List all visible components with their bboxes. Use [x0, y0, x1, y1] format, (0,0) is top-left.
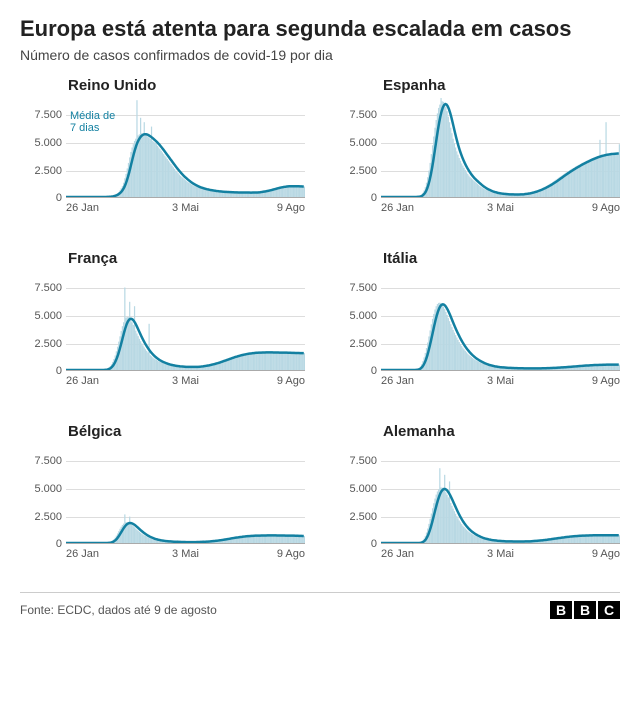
panel-reino-unido: Reino Unido 02.5005.0007.500Média de7 dia… — [20, 77, 305, 228]
subtitle: Número de casos confirmados de covid-19 … — [20, 47, 620, 63]
main-title: Europa está atenta para segunda escalada… — [20, 16, 620, 41]
panel-title: Bélgica — [20, 423, 305, 440]
panel-title: Itália — [335, 250, 620, 267]
panel-itália: Itália 02.5005.0007.50026 Jan3 Mai9 Ago — [335, 250, 620, 401]
footer: Fonte: ECDC, dados até 9 de agosto BBC — [20, 592, 620, 619]
chart-area: 02.5005.0007.50026 Jan3 Mai9 Ago — [20, 444, 305, 574]
panel-title: Espanha — [335, 77, 620, 94]
panel-title: França — [20, 250, 305, 267]
panel-title: Reino Unido — [20, 77, 305, 94]
chart-container: Europa está atenta para segunda escalada… — [0, 0, 640, 627]
chart-area: 02.5005.0007.50026 Jan3 Mai9 Ago — [335, 98, 620, 228]
panel-alemanha: Alemanha 02.5005.0007.50026 Jan3 Mai9 Ago — [335, 423, 620, 574]
chart-area: 02.5005.0007.50026 Jan3 Mai9 Ago — [335, 271, 620, 401]
chart-area: 02.5005.0007.50026 Jan3 Mai9 Ago — [335, 444, 620, 574]
chart-area: 02.5005.0007.500Média de7 dias26 Jan3 Ma… — [20, 98, 305, 228]
panels-grid: Reino Unido 02.5005.0007.500Média de7 dia… — [20, 77, 620, 574]
panel-title: Alemanha — [335, 423, 620, 440]
panel-frança: França 02.5005.0007.50026 Jan3 Mai9 Ago — [20, 250, 305, 401]
avg-annotation: Média de7 dias — [70, 110, 115, 134]
chart-area: 02.5005.0007.50026 Jan3 Mai9 Ago — [20, 271, 305, 401]
source-text: Fonte: ECDC, dados até 9 de agosto — [20, 603, 217, 617]
bbc-logo: BBC — [550, 601, 620, 619]
panel-bélgica: Bélgica 02.5005.0007.50026 Jan3 Mai9 Ago — [20, 423, 305, 574]
panel-espanha: Espanha 02.5005.0007.50026 Jan3 Mai9 Ago — [335, 77, 620, 228]
